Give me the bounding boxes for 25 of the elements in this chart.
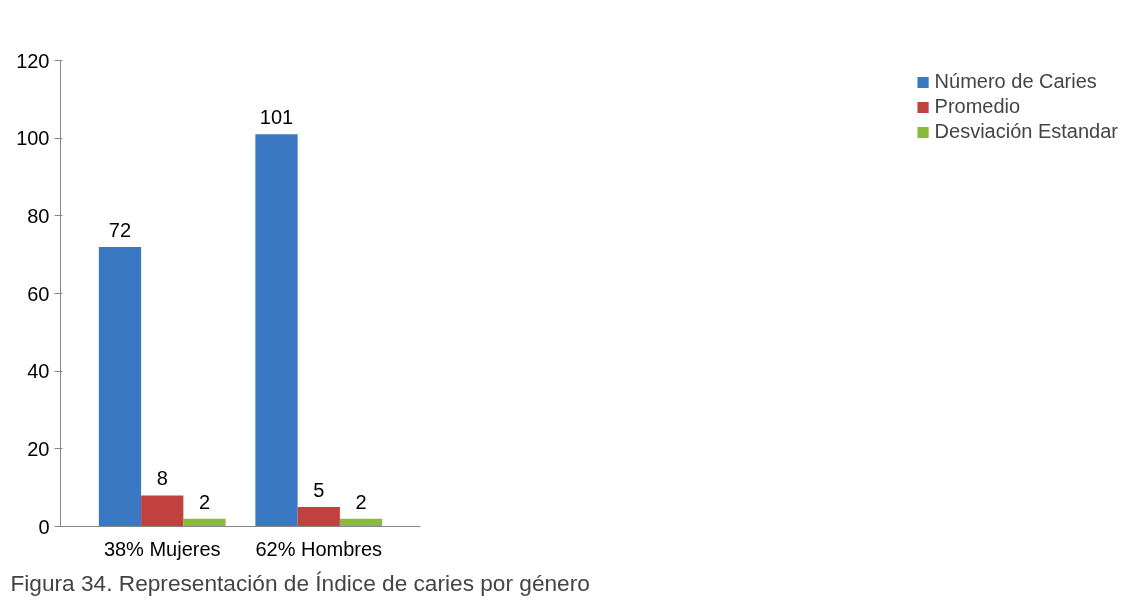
y-tick-label: 100 (16, 127, 50, 150)
data-label: 101 (259, 106, 294, 129)
data-label: 8 (156, 467, 168, 490)
legend-label: Número de Caries (934, 70, 1097, 93)
data-label: 72 (108, 218, 132, 241)
text: Figura 34. Representación de Índice de caries por género (10, 569, 590, 596)
bar (183, 518, 226, 527)
y-tick-label: 40 (27, 360, 50, 383)
bar (98, 246, 142, 527)
x-tick-label: 38% Mujeres (103, 537, 221, 560)
bar (297, 507, 340, 527)
bar (141, 495, 184, 527)
x-tick-label: 62% Hombres (255, 537, 383, 560)
y-tick-label: 20 (27, 437, 50, 460)
bar (339, 518, 383, 527)
legend-label: Desviación Estandar (934, 120, 1118, 143)
bar (255, 134, 298, 527)
y-tick-label: 0 (38, 515, 50, 538)
data-label: 2 (198, 490, 211, 513)
data-label: 2 (355, 490, 367, 513)
y-tick-label: 60 (27, 282, 50, 305)
legend-label: Promedio (934, 95, 1021, 118)
data-label: 5 (313, 479, 325, 502)
y-tick-label: 120 (16, 49, 50, 72)
y-tick-label: 80 (27, 204, 50, 227)
